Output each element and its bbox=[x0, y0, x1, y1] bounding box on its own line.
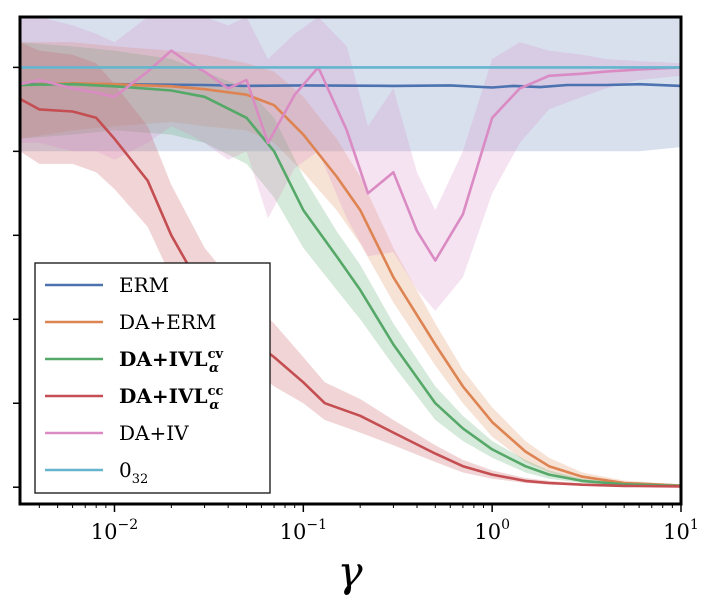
axes: 10−2 10−1 100 101 bbox=[13, 15, 699, 544]
band-da-ivl-cc bbox=[20, 42, 681, 487]
x-axis-label: γ bbox=[337, 547, 363, 596]
x-tick-label: 10−2 bbox=[91, 517, 138, 544]
band-erm bbox=[20, 17, 681, 152]
x-tick-label: 10−1 bbox=[280, 517, 327, 544]
series-lines bbox=[20, 49, 681, 488]
legend-label: DA+ERM bbox=[119, 310, 216, 334]
legend-box bbox=[34, 262, 271, 494]
legend-label: ERM bbox=[119, 273, 169, 297]
line-da-ivl-cv bbox=[20, 82, 681, 488]
legend-label: DA+IVLcc α bbox=[119, 384, 223, 413]
line-da-erm bbox=[20, 82, 681, 487]
confidence-bands bbox=[20, 17, 681, 487]
legend-label: DA+IVLcv α bbox=[119, 347, 223, 376]
x-tick-label: 100 bbox=[474, 517, 510, 544]
legend-label: 032 bbox=[119, 458, 148, 487]
band-da-iv bbox=[20, 17, 681, 311]
legend-label: DA+IV bbox=[119, 421, 189, 445]
line-erm bbox=[20, 82, 681, 89]
plot-frame bbox=[18, 15, 683, 506]
band-da-erm bbox=[20, 42, 681, 487]
band-da-ivl-cv bbox=[20, 42, 681, 487]
x-tick-label: 101 bbox=[663, 517, 699, 544]
line-da-ivl-cc bbox=[20, 97, 681, 488]
legend: ERM DA+ERM DA+IVLcv α DA+IVLcc α DA+IV 032 bbox=[34, 262, 271, 494]
